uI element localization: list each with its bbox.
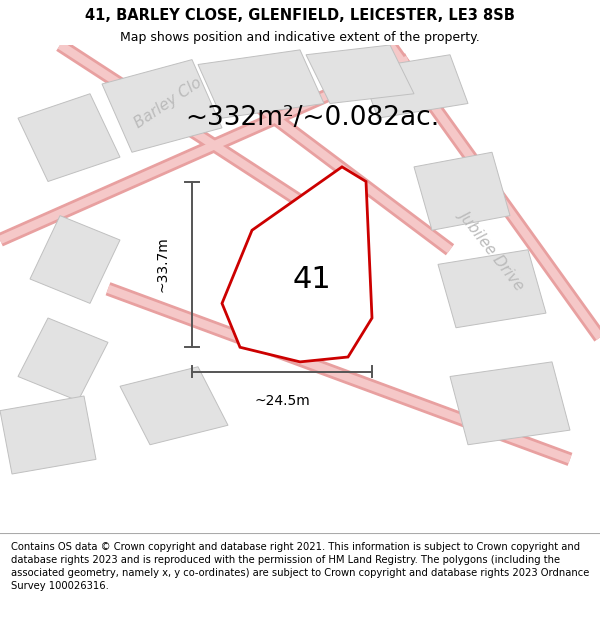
Polygon shape [198, 50, 324, 118]
Text: Contains OS data © Crown copyright and database right 2021. This information is : Contains OS data © Crown copyright and d… [11, 542, 589, 591]
Text: ~24.5m: ~24.5m [254, 394, 310, 408]
Polygon shape [360, 55, 468, 118]
Text: ~332m²/~0.082ac.: ~332m²/~0.082ac. [185, 105, 439, 131]
Polygon shape [18, 94, 120, 181]
Text: ~33.7m: ~33.7m [155, 236, 169, 292]
Text: 41, BARLEY CLOSE, GLENFIELD, LEICESTER, LE3 8SB: 41, BARLEY CLOSE, GLENFIELD, LEICESTER, … [85, 8, 515, 23]
Polygon shape [438, 250, 546, 328]
Text: 41: 41 [293, 264, 331, 294]
Polygon shape [0, 396, 96, 474]
Polygon shape [102, 59, 222, 152]
Polygon shape [18, 318, 108, 401]
Polygon shape [222, 167, 372, 362]
Text: Barley Clo: Barley Clo [131, 76, 205, 131]
Polygon shape [414, 152, 510, 230]
Text: Jubilee Drive: Jubilee Drive [457, 207, 527, 292]
Polygon shape [30, 216, 120, 303]
Polygon shape [120, 367, 228, 445]
Text: Map shows position and indicative extent of the property.: Map shows position and indicative extent… [120, 31, 480, 44]
Polygon shape [306, 45, 414, 104]
Polygon shape [450, 362, 570, 445]
